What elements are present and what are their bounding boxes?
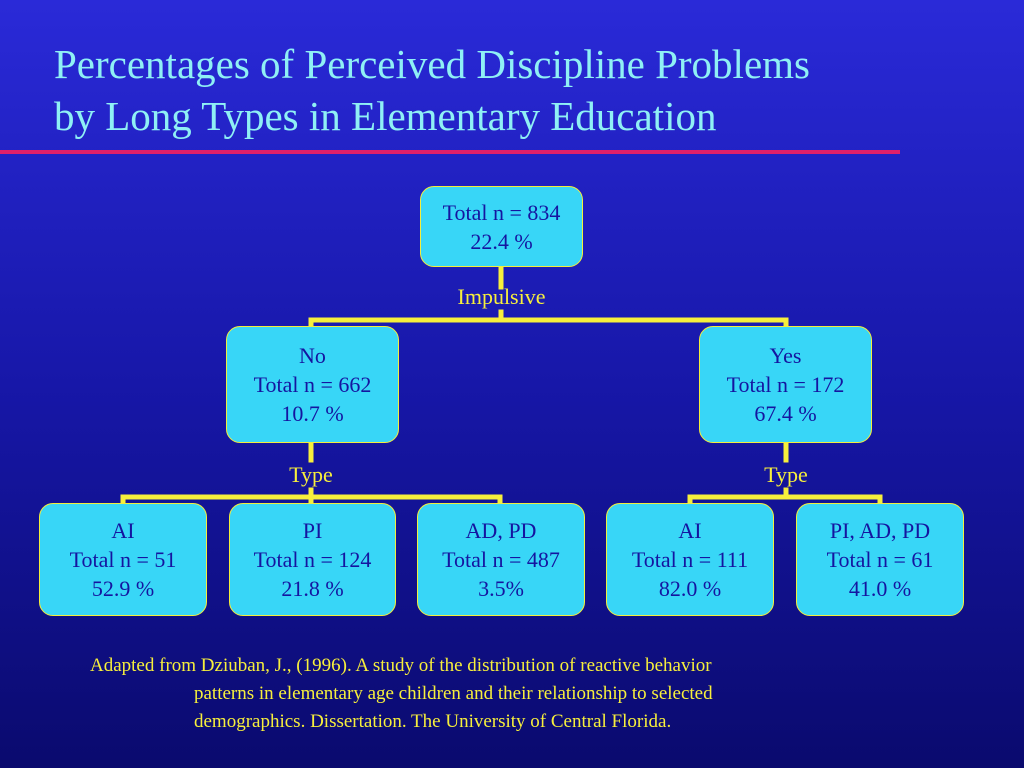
split-label-impulsive: Impulsive xyxy=(457,284,546,309)
leaf-percent: 82.0 % xyxy=(658,576,722,601)
node-no: No Total n = 662 10.7 % xyxy=(226,326,399,443)
slide-title: Percentages of Perceived Discipline Prob… xyxy=(54,38,994,142)
leaf-label: AD, PD xyxy=(465,518,537,543)
leaf-total: Total n = 487 xyxy=(442,547,560,572)
leaf-percent: 21.8 % xyxy=(281,576,344,601)
leaf-node-ad-pd: AD, PD Total n = 487 3.5% xyxy=(417,503,585,616)
source-citation: Adapted from Dziuban, J., (1996). A stud… xyxy=(90,652,950,736)
title-line-2: by Long Types in Elementary Education xyxy=(54,93,717,139)
leaf-total: Total n = 124 xyxy=(253,547,372,572)
leaf-node-pi: PI Total n = 124 21.8 % xyxy=(229,503,396,616)
title-underline xyxy=(0,150,900,154)
citation-line-1: Adapted from Dziuban, J., (1996). A stud… xyxy=(90,655,712,676)
leaf-percent: 41.0 % xyxy=(848,576,912,601)
split-label-type-yes: Type xyxy=(764,462,808,487)
leaf-percent: 52.9 % xyxy=(91,576,155,601)
split-label-type-no: Type xyxy=(289,462,333,487)
node-yes: Yes Total n = 172 67.4 % xyxy=(699,326,872,443)
node-yes-total: Total n = 172 xyxy=(726,372,845,397)
leaf-total: Total n = 61 xyxy=(826,547,934,572)
node-no-total: Total n = 662 xyxy=(253,372,372,397)
leaf-label: PI xyxy=(302,518,323,543)
root-percent: 22.4 % xyxy=(470,228,533,254)
node-no-percent: 10.7 % xyxy=(281,401,344,426)
node-no-label: No xyxy=(299,343,326,368)
leaf-total: Total n = 51 xyxy=(69,547,177,572)
leaf-label: AI xyxy=(111,518,135,543)
leaf-total: Total n = 111 xyxy=(631,547,749,572)
leaf-node-ai-no: AI Total n = 51 52.9 % xyxy=(39,503,207,616)
title-line-1: Percentages of Perceived Discipline Prob… xyxy=(54,41,810,87)
node-yes-label: Yes xyxy=(769,343,802,368)
leaf-label: AI xyxy=(678,518,702,543)
leaf-node-ai-yes: AI Total n = 111 82.0 % xyxy=(606,503,774,616)
node-yes-percent: 67.4 % xyxy=(754,401,817,426)
citation-line-3: demographics. Dissertation. The Universi… xyxy=(194,711,672,732)
citation-line-2: patterns in elementary age children and … xyxy=(194,683,713,704)
leaf-label: PI, AD, PD xyxy=(829,518,931,543)
root-node: Total n = 834 22.4 % xyxy=(420,186,583,267)
leaf-percent: 3.5% xyxy=(478,576,524,601)
leaf-node-pi-ad-pd: PI, AD, PD Total n = 61 41.0 % xyxy=(796,503,964,616)
root-total: Total n = 834 xyxy=(442,199,561,225)
